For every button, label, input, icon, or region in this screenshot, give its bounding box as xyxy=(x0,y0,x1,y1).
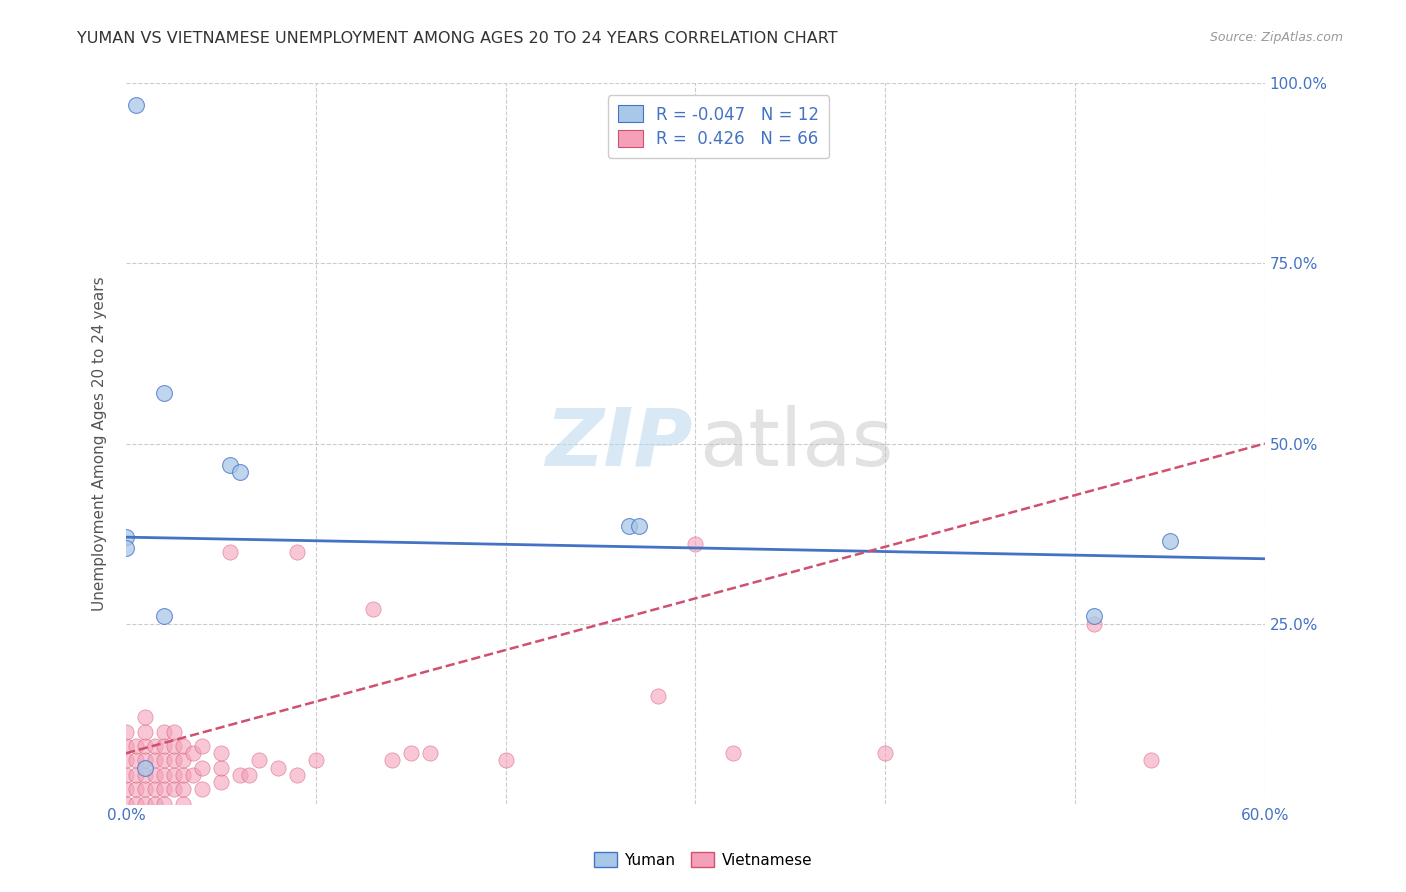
Point xyxy=(219,544,242,558)
Point xyxy=(617,519,640,533)
Point xyxy=(153,753,176,767)
Point xyxy=(875,746,897,760)
Point xyxy=(143,782,166,797)
Point xyxy=(124,797,146,811)
Legend: R = -0.047   N = 12, R =  0.426   N = 66: R = -0.047 N = 12, R = 0.426 N = 66 xyxy=(607,95,830,159)
Point xyxy=(124,768,146,782)
Point xyxy=(134,710,156,724)
Point xyxy=(172,782,194,797)
Point xyxy=(209,746,232,760)
Point xyxy=(115,724,138,739)
Point xyxy=(305,753,328,767)
Point xyxy=(647,689,669,703)
Point xyxy=(285,544,308,558)
Point xyxy=(134,797,156,811)
Point xyxy=(209,761,232,775)
Point xyxy=(153,724,176,739)
Point xyxy=(143,797,166,811)
Point xyxy=(419,746,441,760)
Point xyxy=(134,782,156,797)
Point xyxy=(115,797,138,811)
Point xyxy=(124,739,146,753)
Point xyxy=(172,739,194,753)
Point xyxy=(115,530,138,544)
Point xyxy=(115,782,138,797)
Point xyxy=(209,775,232,789)
Point xyxy=(1083,616,1105,631)
Point xyxy=(153,609,176,624)
Point xyxy=(1159,533,1181,548)
Point xyxy=(115,541,138,555)
Point xyxy=(181,768,204,782)
Point xyxy=(115,739,138,753)
Text: ZIP: ZIP xyxy=(544,405,692,483)
Point xyxy=(238,768,260,782)
Point xyxy=(115,768,138,782)
Point xyxy=(115,753,138,767)
Point xyxy=(134,761,156,775)
Point xyxy=(191,782,214,797)
Point xyxy=(172,797,194,811)
Point xyxy=(172,753,194,767)
Point xyxy=(153,782,176,797)
Point xyxy=(191,761,214,775)
Point xyxy=(143,739,166,753)
Point xyxy=(143,768,166,782)
Point xyxy=(134,724,156,739)
Point xyxy=(1140,753,1163,767)
Point xyxy=(399,746,422,760)
Point xyxy=(219,458,242,472)
Point xyxy=(153,386,176,401)
Y-axis label: Unemployment Among Ages 20 to 24 years: Unemployment Among Ages 20 to 24 years xyxy=(93,277,107,611)
Text: YUMAN VS VIETNAMESE UNEMPLOYMENT AMONG AGES 20 TO 24 YEARS CORRELATION CHART: YUMAN VS VIETNAMESE UNEMPLOYMENT AMONG A… xyxy=(77,31,838,46)
Point xyxy=(162,724,184,739)
Point xyxy=(153,739,176,753)
Text: atlas: atlas xyxy=(699,405,893,483)
Point xyxy=(247,753,270,767)
Text: Source: ZipAtlas.com: Source: ZipAtlas.com xyxy=(1209,31,1343,45)
Point xyxy=(153,768,176,782)
Point xyxy=(495,753,517,767)
Point xyxy=(181,746,204,760)
Point xyxy=(153,797,176,811)
Point xyxy=(162,782,184,797)
Point xyxy=(381,753,404,767)
Point xyxy=(685,537,707,551)
Point xyxy=(162,768,184,782)
Point xyxy=(267,761,290,775)
Point xyxy=(1083,609,1105,624)
Point xyxy=(134,753,156,767)
Point xyxy=(723,746,745,760)
Point xyxy=(143,753,166,767)
Point xyxy=(172,768,194,782)
Point xyxy=(627,519,650,533)
Point xyxy=(285,768,308,782)
Point xyxy=(134,739,156,753)
Point xyxy=(191,739,214,753)
Point xyxy=(229,768,252,782)
Point xyxy=(124,98,146,112)
Point xyxy=(361,602,384,616)
Point xyxy=(124,753,146,767)
Point xyxy=(162,753,184,767)
Point xyxy=(124,782,146,797)
Legend: Yuman, Vietnamese: Yuman, Vietnamese xyxy=(588,846,818,873)
Point xyxy=(229,466,252,480)
Point xyxy=(162,739,184,753)
Point xyxy=(134,768,156,782)
